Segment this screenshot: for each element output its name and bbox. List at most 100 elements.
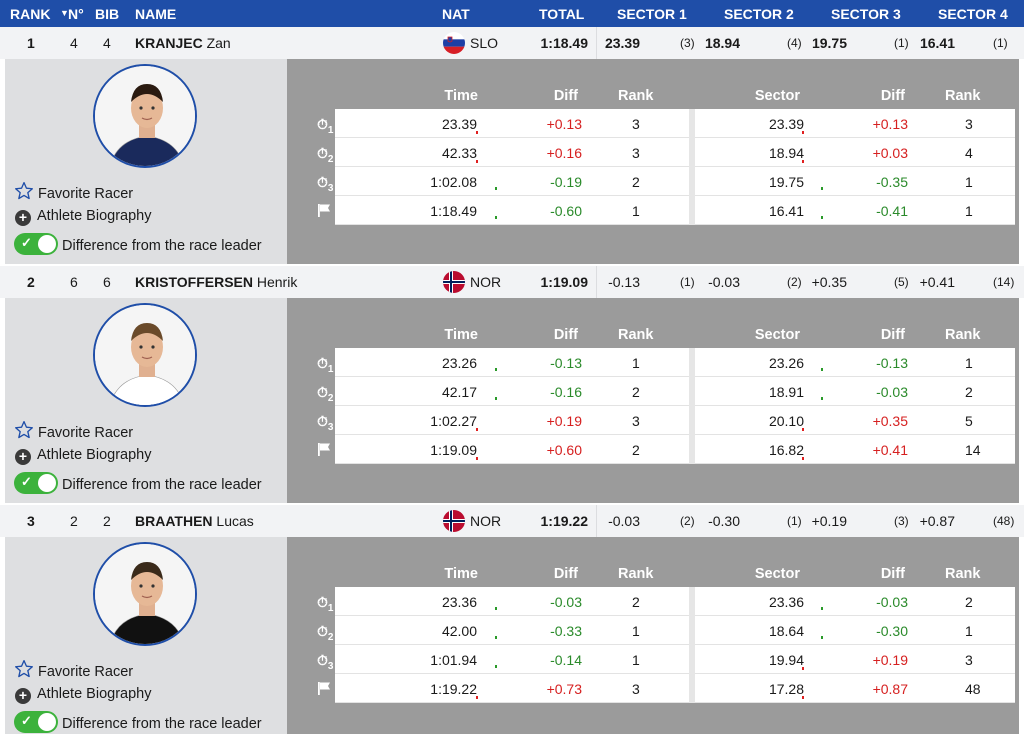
split-diff: -0.13 [550, 355, 582, 371]
racer-row[interactable]: 3 2 2 BRAATHEN Lucas NOR 1:19.22 -0.03 (2) -0.30… [0, 505, 1024, 537]
racer-name[interactable]: BRAATHEN Lucas [135, 513, 254, 529]
sector-time: 16.41 [768, 203, 804, 219]
col-sector4[interactable]: SECTOR 4 [938, 6, 1008, 22]
sector-rank: 1 [965, 174, 973, 190]
stopwatch-icon: ⏱3 [317, 174, 334, 194]
athlete-photo [93, 303, 197, 407]
sector-diff-bar [802, 696, 804, 699]
difference-toggle[interactable]: ✓ Difference from the race leader [14, 711, 262, 733]
favorite-racer-link[interactable]: Favorite Racer [14, 420, 133, 444]
split-column-header: Rank [618, 327, 654, 343]
plus-circle-icon: + [15, 688, 31, 704]
difference-toggle[interactable]: ✓ Difference from the race leader [14, 472, 262, 494]
sector-diff-bar [821, 607, 823, 610]
sector-rank: (1) [993, 36, 1008, 50]
split-divider [689, 406, 695, 435]
racer-row[interactable]: 2 6 6 KRISTOFFERSEN Henrik NOR 1:19.09 -0.13 (1… [0, 266, 1024, 298]
sector-diff-bar [821, 397, 823, 400]
sector-value: +0.41 [919, 274, 955, 290]
racer-nation: NOR [470, 513, 502, 529]
star-outline-icon [14, 181, 34, 205]
athlete-biography-label: Athlete Biography [37, 208, 152, 224]
sector-rank: (5) [894, 275, 909, 289]
sector-diff-bar [821, 187, 823, 190]
col-bib[interactable]: BIB [95, 6, 120, 22]
sector-value: -0.13 [608, 274, 640, 290]
favorite-racer-link[interactable]: Favorite Racer [14, 181, 133, 205]
col-total[interactable]: TOTAL [539, 6, 585, 22]
sector-rank: 3 [965, 652, 973, 668]
col-nat[interactable]: NAT [442, 6, 470, 22]
sector-time: 19.94 [768, 652, 804, 668]
racer-nation: SLO [470, 35, 499, 51]
sector-time: 23.26 [768, 355, 804, 371]
star-outline-icon [14, 420, 34, 444]
split-diff: +0.16 [546, 145, 582, 161]
sector-rank: 4 [965, 145, 973, 161]
difference-toggle-label: Difference from the race leader [62, 477, 262, 493]
toggle-on-icon[interactable]: ✓ [14, 711, 58, 733]
split-time: 1:01.94 [430, 652, 477, 668]
athlete-biography-link[interactable]: + Athlete Biography [14, 686, 151, 704]
athlete-biography-link[interactable]: + Athlete Biography [14, 447, 151, 465]
split-divider [689, 167, 695, 196]
athlete-biography-link[interactable]: + Athlete Biography [14, 208, 151, 226]
sector-diff: -0.03 [876, 384, 908, 400]
col-sector2[interactable]: SECTOR 2 [724, 6, 794, 22]
split-column-header: Time [444, 566, 478, 582]
diff-bar [476, 457, 478, 460]
toggle-on-icon[interactable]: ✓ [14, 233, 58, 255]
racer-bib: 4 [103, 35, 111, 51]
diff-bar [476, 428, 478, 431]
sector-rank: (1) [680, 275, 695, 289]
sector-rank: (2) [787, 275, 802, 289]
col-no[interactable]: N° [68, 6, 84, 22]
sort-arrow-icon[interactable]: ▼ [60, 8, 69, 18]
racer-rank: 1 [27, 35, 35, 51]
athlete-photo [93, 542, 197, 646]
sector-diff: +0.41 [872, 442, 908, 458]
split-time: 1:19.22 [430, 681, 477, 697]
split-rank: 3 [632, 145, 640, 161]
racer-detail-panel: Favorite Racer + Athlete Biography ✓ Differe… [5, 298, 1019, 503]
sector-rank: (3) [894, 514, 909, 528]
sector-diff-bar [821, 216, 823, 219]
sector-rank: 48 [965, 681, 981, 697]
sector-diff: -0.30 [876, 623, 908, 639]
split-row: 1:19.09 +0.60 2 16.82 +0.41 14 [318, 435, 1015, 464]
column-divider [596, 505, 597, 537]
sector-value: +0.35 [811, 274, 847, 290]
plus-circle-icon: + [15, 449, 31, 465]
sector-value: 23.39 [604, 35, 640, 51]
sector-rank: 2 [965, 594, 973, 610]
sector-time: 20.10 [768, 413, 804, 429]
sector-diff: -0.03 [876, 594, 908, 610]
athlete-biography-label: Athlete Biography [37, 686, 152, 702]
athlete-photo [93, 64, 197, 168]
racer-detail-panel: Favorite Racer + Athlete Biography ✓ Differe… [5, 537, 1019, 734]
racer-name[interactable]: KRANJEC Zan [135, 35, 231, 51]
col-rank[interactable]: RANK [10, 6, 51, 22]
split-rank: 2 [632, 384, 640, 400]
racer-row[interactable]: 1 4 4 KRANJEC Zan SLO 1:18.49 23.39 (3) 18.94 (4)… [0, 27, 1024, 59]
split-column-header: Rank [945, 327, 981, 343]
finish-flag-icon [317, 203, 331, 220]
stopwatch-icon: ⏱3 [317, 413, 334, 433]
split-rank: 1 [632, 652, 640, 668]
col-sector1[interactable]: SECTOR 1 [617, 6, 687, 22]
sector-value: +0.19 [811, 513, 847, 529]
split-diff: +0.73 [546, 681, 582, 697]
sector-rank: 1 [965, 203, 973, 219]
racer-name[interactable]: KRISTOFFERSEN Henrik [135, 274, 297, 290]
sector-rank: (2) [680, 514, 695, 528]
col-name[interactable]: NAME [135, 6, 177, 22]
split-column-header: Rank [945, 88, 981, 104]
stopwatch-icon: ⏱2 [317, 145, 334, 165]
sector-time: 17.28 [768, 681, 804, 697]
favorite-racer-link[interactable]: Favorite Racer [14, 659, 133, 683]
difference-toggle[interactable]: ✓ Difference from the race leader [14, 233, 262, 255]
sector-diff-bar [802, 457, 804, 460]
toggle-on-icon[interactable]: ✓ [14, 472, 58, 494]
column-divider [596, 27, 597, 59]
col-sector3[interactable]: SECTOR 3 [831, 6, 901, 22]
